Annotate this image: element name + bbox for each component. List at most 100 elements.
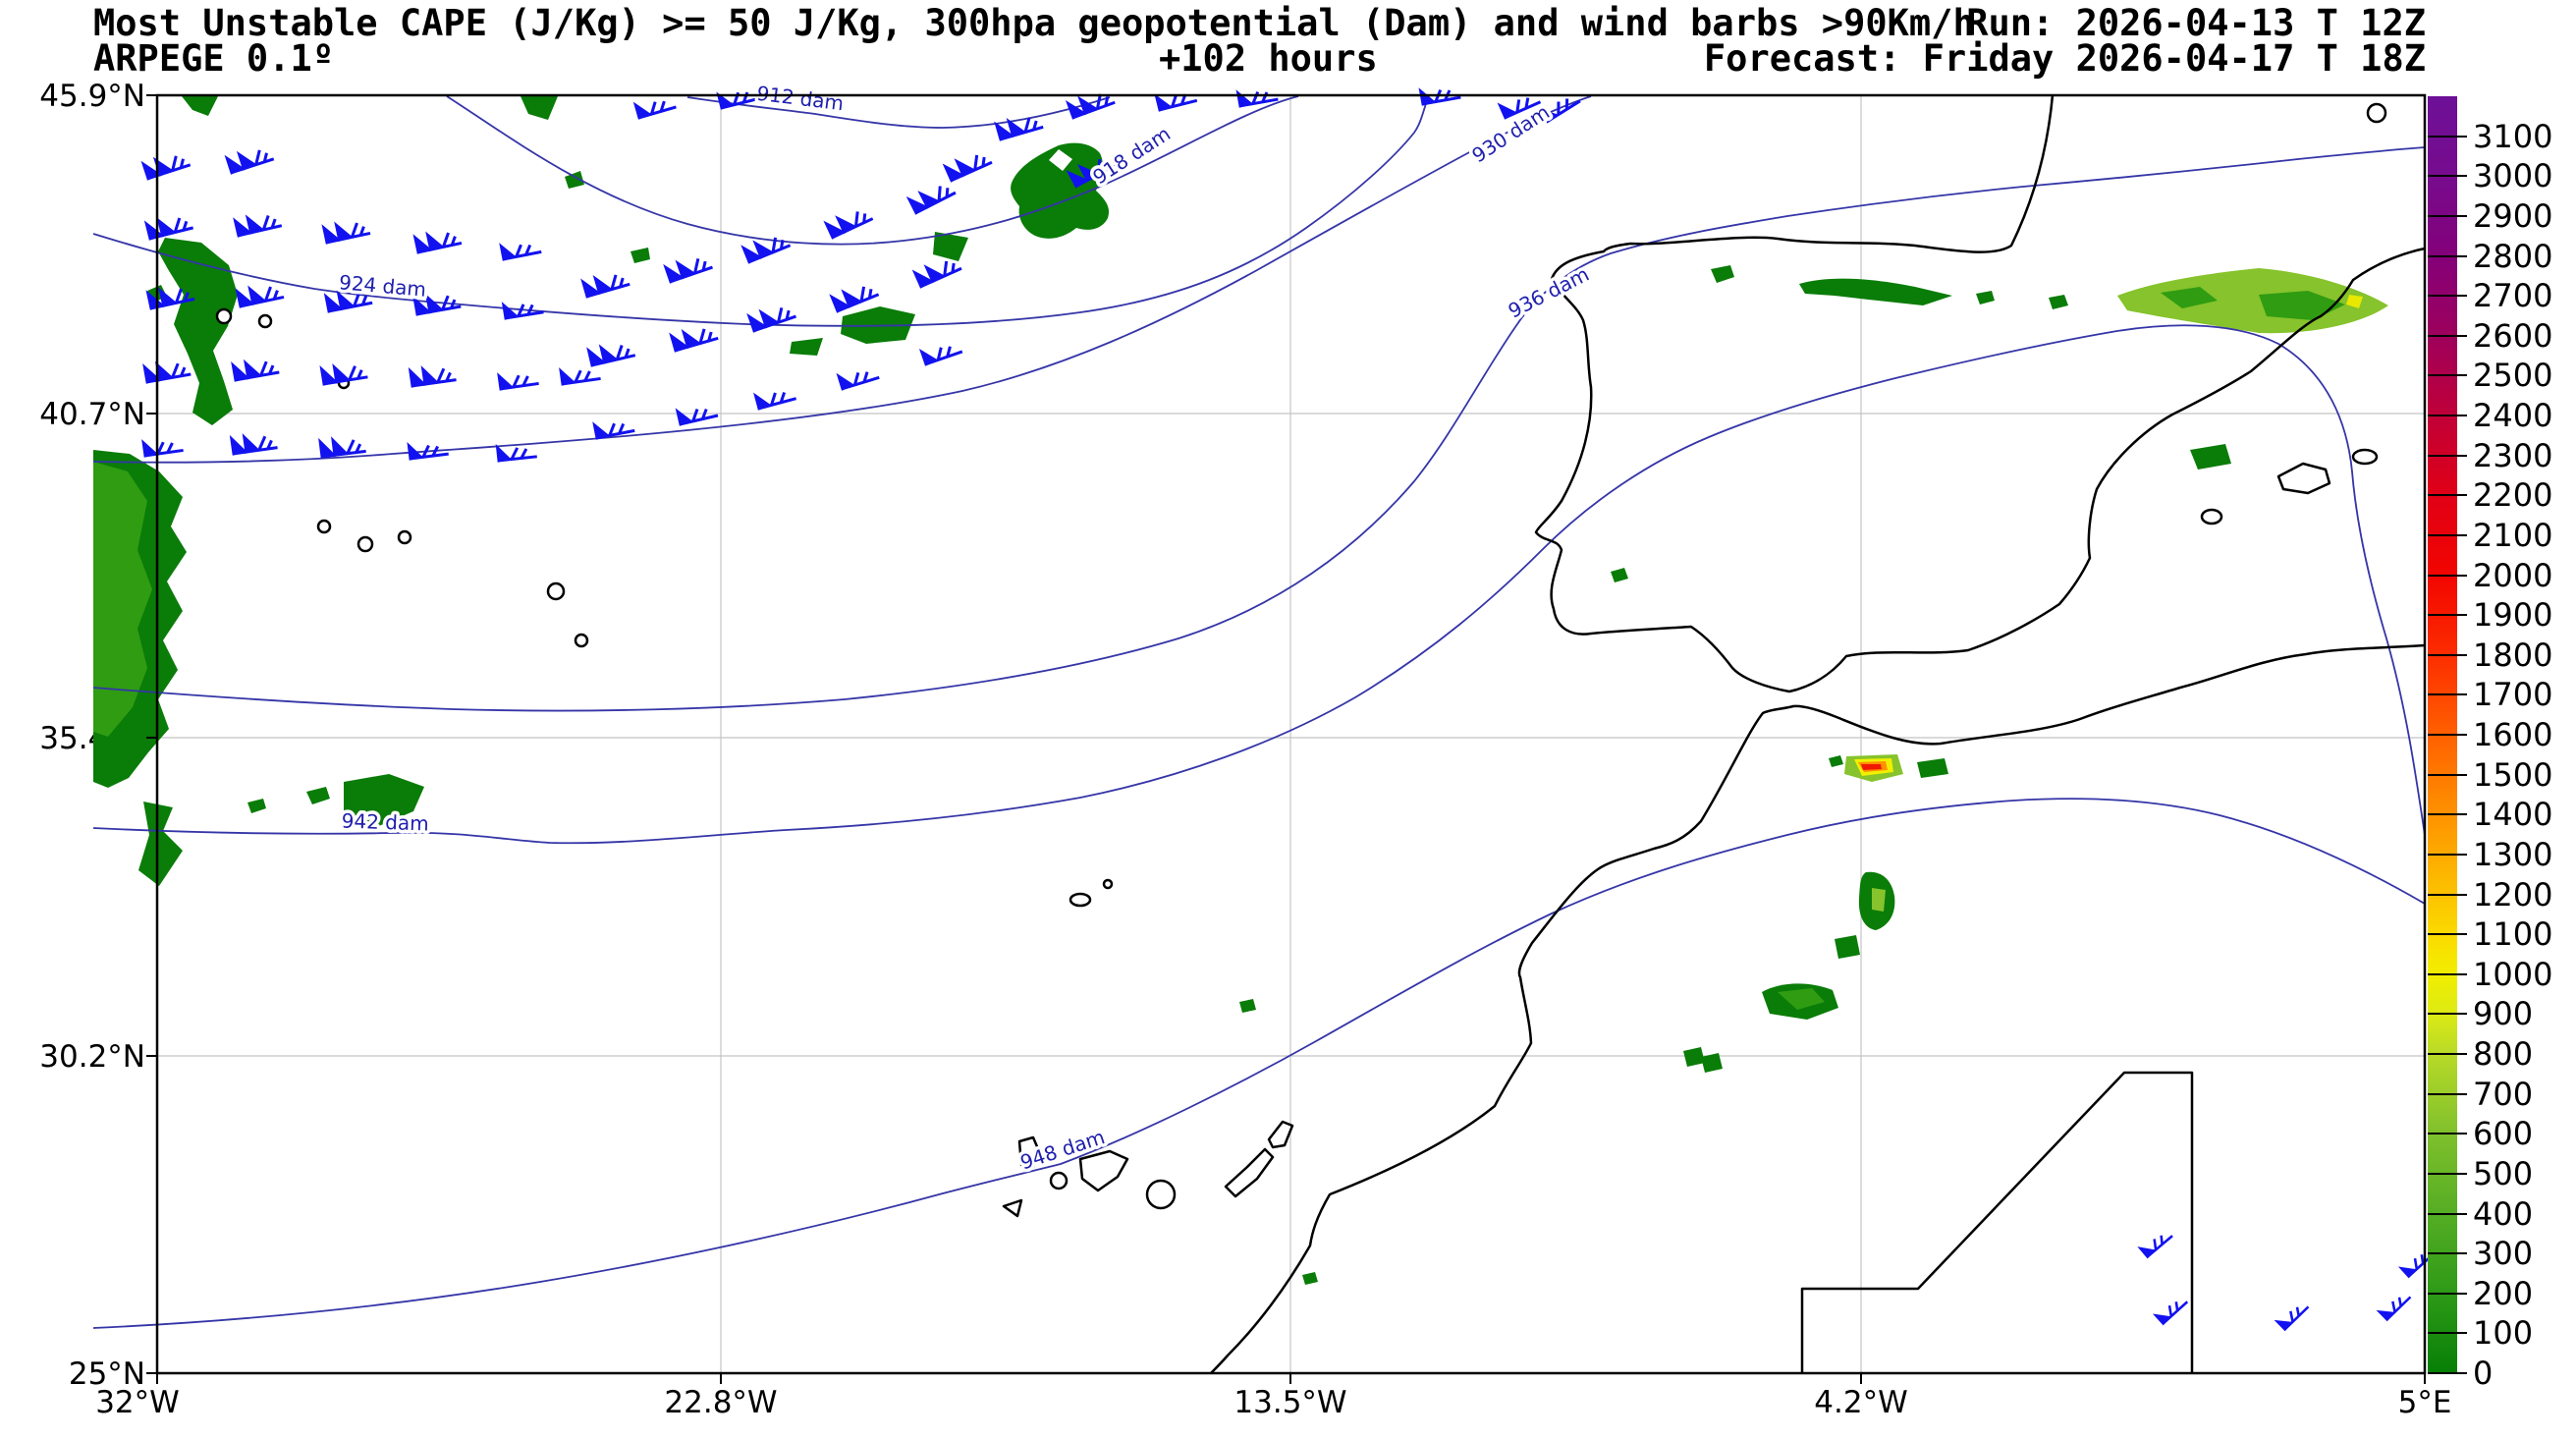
wind-barb	[906, 178, 958, 215]
colorbar-tick-label: 1000	[2473, 955, 2553, 993]
colorbar-tick-mark	[2428, 574, 2467, 577]
island-outline	[2366, 102, 2387, 124]
colorbar-tick-mark	[2428, 693, 2467, 696]
wind-barb	[499, 238, 543, 261]
colorbar-tick-mark	[2428, 374, 2467, 377]
wind-barb	[224, 143, 276, 175]
wind-barb	[558, 364, 603, 386]
contour-930	[92, 95, 1592, 464]
island-ibiza	[2200, 508, 2223, 526]
island-outline	[257, 313, 273, 329]
colorbar-tick-mark	[2428, 295, 2467, 298]
colorbar-tick-label: 500	[2473, 1154, 2534, 1192]
colorbar-tick-mark	[2428, 175, 2467, 178]
island-lanzarote	[1267, 1120, 1294, 1149]
island-outline	[356, 535, 374, 553]
wind-barb	[140, 436, 186, 458]
coast-africa	[1210, 643, 2426, 1374]
wind-barb	[2154, 1292, 2189, 1326]
colorbar-tick-label: 1400	[2473, 796, 2553, 834]
island-gran-canaria	[1145, 1179, 1177, 1210]
colorbar-tick-label: 1800	[2473, 636, 2553, 674]
colorbar-tick-mark	[2428, 933, 2467, 936]
colorbar-tick-mark	[2428, 254, 2467, 257]
wind-barb	[829, 279, 881, 313]
gridlines	[158, 96, 2424, 1372]
wind-barb	[141, 358, 192, 384]
wind-barb	[943, 147, 994, 183]
colorbar-tick-label: 1900	[2473, 596, 2553, 635]
island-la-palma	[1017, 1135, 1041, 1169]
wind-barb	[230, 356, 281, 382]
wind-barb	[836, 363, 881, 391]
wind-barb	[2138, 1226, 2174, 1259]
model-label: ARPEGE 0.1º	[93, 37, 335, 80]
wind-barb	[740, 230, 793, 264]
island-madeira	[1069, 892, 1092, 908]
colorbar-tick-mark	[2428, 135, 2467, 138]
y-tick-label: 25°N	[68, 1356, 145, 1392]
wind-barb	[2275, 1298, 2310, 1332]
wind-barb	[632, 92, 678, 120]
contour-942	[92, 324, 2426, 845]
wind-barb	[140, 149, 192, 181]
contour-label: 942 dam	[341, 808, 429, 835]
wind-barb	[143, 211, 195, 241]
colorbar-tick-mark	[2428, 494, 2467, 497]
contour-918	[446, 95, 1299, 246]
colorbar-tick-mark	[2428, 1292, 2467, 1295]
colorbar-tick-mark	[2428, 1013, 2467, 1016]
colorbar-tick-mark	[2428, 773, 2467, 776]
y-tick-label: 40.7°N	[39, 397, 145, 432]
colorbar-tick-label: 0	[2473, 1355, 2494, 1392]
colorbar-tick-label: 2000	[2473, 556, 2553, 594]
border-west-sahara	[1800, 1071, 2194, 1373]
wind-barb	[233, 209, 284, 238]
run-label: Run: 2026-04-13 T 12Z	[1966, 2, 2426, 44]
colorbar-tick-mark	[2428, 415, 2467, 416]
contour-936	[92, 146, 2426, 712]
colorbar-tick-label: 2500	[2473, 357, 2553, 395]
colorbar-tick-label: 800	[2473, 1035, 2534, 1073]
wind-barb	[408, 363, 459, 388]
contour-label: 924 dam	[338, 270, 427, 302]
wind-barb	[235, 281, 286, 308]
colorbar-tick-mark	[2428, 1053, 2467, 1055]
wind-barb	[580, 268, 631, 299]
island-fuerteventura	[1224, 1147, 1275, 1198]
colorbar-tick-mark	[2428, 334, 2467, 337]
wind-barb	[496, 369, 541, 391]
colorbar-tick-mark	[2428, 972, 2467, 975]
x-tick-label: 32°W	[95, 1385, 180, 1420]
colorbar-tick-label: 2600	[2473, 316, 2553, 355]
wind-barb	[824, 203, 875, 240]
colorbar-tick-label: 2100	[2473, 516, 2553, 554]
coast-iberia-france	[1534, 94, 2426, 693]
forecast-label: Forecast: Friday 2026-04-17 T 18Z	[1703, 37, 2426, 80]
colorbar-tick-mark	[2428, 614, 2467, 617]
x-tick-label: 4.2°W	[1814, 1385, 1908, 1420]
island-mallorca	[2276, 462, 2331, 495]
colorbar-tick-label: 2300	[2473, 436, 2553, 474]
colorbar-tick-mark	[2428, 653, 2467, 656]
colorbar-tick-label: 400	[2473, 1194, 2534, 1233]
plot-frame	[155, 93, 2427, 1375]
colorbar-tick-mark	[2428, 1092, 2467, 1095]
coastlines	[215, 94, 2426, 1374]
geopotential-contours	[92, 95, 2426, 1329]
wind-barb	[586, 339, 637, 367]
wind-barb	[319, 360, 369, 386]
contour-924	[92, 95, 1430, 327]
island-outline	[397, 529, 412, 545]
colorbar-tick-label: 3100	[2473, 117, 2553, 155]
contour-948	[92, 798, 2426, 1329]
colorbar-tick-label: 1700	[2473, 676, 2553, 714]
island-outline	[215, 307, 233, 325]
colorbar-tick-mark	[2428, 1252, 2467, 1255]
title-line1: Most Unstable CAPE (J/Kg) >= 50 J/Kg, 30…	[93, 2, 1975, 44]
wind-barb	[753, 384, 798, 411]
colorbar-tick-mark	[2428, 1372, 2467, 1374]
